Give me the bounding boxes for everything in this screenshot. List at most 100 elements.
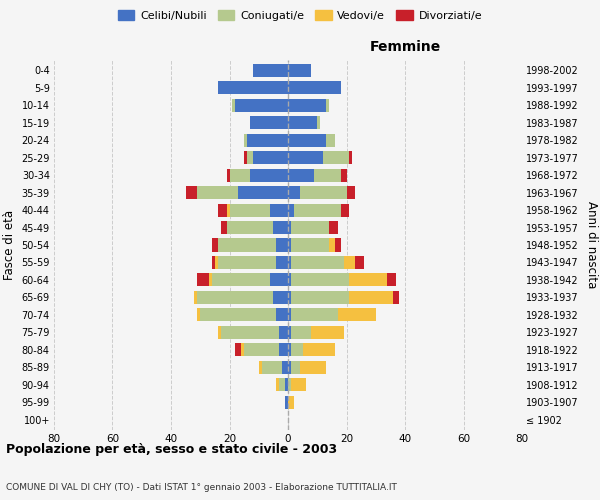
Bar bbox=[326, 99, 329, 112]
Bar bbox=[218, 82, 288, 94]
Bar bbox=[344, 256, 355, 269]
Bar bbox=[317, 116, 320, 130]
Bar bbox=[285, 378, 288, 391]
Bar bbox=[288, 116, 317, 130]
Bar bbox=[288, 221, 291, 234]
Bar bbox=[241, 343, 244, 356]
Bar bbox=[221, 221, 227, 234]
Bar bbox=[227, 221, 274, 234]
Bar bbox=[277, 238, 288, 252]
Bar bbox=[302, 343, 335, 356]
Bar bbox=[329, 238, 335, 252]
Bar bbox=[244, 151, 247, 164]
Bar bbox=[235, 343, 241, 356]
Bar bbox=[300, 360, 326, 374]
Bar bbox=[291, 238, 329, 252]
Bar bbox=[185, 186, 197, 199]
Bar bbox=[288, 204, 294, 216]
Bar bbox=[209, 274, 212, 286]
Bar bbox=[253, 64, 288, 77]
Bar bbox=[227, 168, 229, 181]
Bar bbox=[288, 238, 291, 252]
Bar bbox=[271, 274, 288, 286]
Bar bbox=[279, 343, 288, 356]
Y-axis label: Anni di nascita: Anni di nascita bbox=[586, 202, 598, 288]
Bar bbox=[271, 204, 288, 216]
Bar bbox=[274, 221, 288, 234]
Bar bbox=[291, 326, 311, 339]
Bar bbox=[288, 186, 300, 199]
Bar bbox=[238, 186, 288, 199]
Bar bbox=[212, 238, 218, 252]
Bar bbox=[291, 308, 338, 322]
Bar bbox=[288, 326, 291, 339]
Bar bbox=[218, 204, 227, 216]
Bar bbox=[218, 326, 221, 339]
Bar bbox=[277, 308, 288, 322]
Bar bbox=[277, 378, 279, 391]
Bar bbox=[215, 256, 218, 269]
Bar bbox=[291, 343, 302, 356]
Bar bbox=[288, 151, 323, 164]
Bar bbox=[197, 291, 274, 304]
Bar bbox=[341, 204, 349, 216]
Bar bbox=[291, 256, 344, 269]
Bar bbox=[291, 221, 329, 234]
Bar bbox=[338, 308, 376, 322]
Bar bbox=[288, 343, 291, 356]
Bar bbox=[247, 151, 253, 164]
Bar bbox=[388, 274, 396, 286]
Bar bbox=[227, 204, 229, 216]
Text: COMUNE DI VAL DI CHY (TO) - Dati ISTAT 1° gennaio 2003 - Elaborazione TUTTITALIA: COMUNE DI VAL DI CHY (TO) - Dati ISTAT 1… bbox=[6, 483, 397, 492]
Bar bbox=[277, 256, 288, 269]
Bar bbox=[212, 274, 271, 286]
Bar bbox=[329, 221, 338, 234]
Bar bbox=[235, 99, 288, 112]
Bar bbox=[253, 151, 288, 164]
Text: Popolazione per età, sesso e stato civile - 2003: Popolazione per età, sesso e stato civil… bbox=[6, 442, 337, 456]
Bar bbox=[200, 308, 277, 322]
Bar bbox=[311, 326, 344, 339]
Legend: Celibi/Nubili, Coniugati/e, Vedovi/e, Divorziati/e: Celibi/Nubili, Coniugati/e, Vedovi/e, Di… bbox=[113, 6, 487, 25]
Bar bbox=[291, 378, 305, 391]
Bar bbox=[335, 238, 341, 252]
Bar bbox=[279, 326, 288, 339]
Bar bbox=[218, 256, 277, 269]
Bar bbox=[288, 99, 326, 112]
Bar bbox=[291, 291, 349, 304]
Bar bbox=[197, 274, 209, 286]
Bar bbox=[285, 396, 288, 408]
Bar bbox=[347, 186, 355, 199]
Bar bbox=[355, 256, 364, 269]
Bar bbox=[221, 326, 279, 339]
Bar bbox=[314, 168, 341, 181]
Bar bbox=[247, 134, 288, 147]
Bar bbox=[349, 291, 394, 304]
Bar bbox=[288, 82, 341, 94]
Bar bbox=[288, 168, 314, 181]
Bar bbox=[244, 343, 279, 356]
Bar bbox=[288, 134, 326, 147]
Bar bbox=[349, 274, 388, 286]
Bar bbox=[212, 256, 215, 269]
Bar bbox=[288, 64, 311, 77]
Bar bbox=[394, 291, 399, 304]
Bar bbox=[229, 168, 250, 181]
Bar bbox=[323, 151, 349, 164]
Bar bbox=[294, 204, 341, 216]
Bar bbox=[291, 274, 349, 286]
Bar bbox=[349, 151, 352, 164]
Bar bbox=[274, 291, 288, 304]
Bar bbox=[288, 378, 291, 391]
Bar bbox=[288, 396, 294, 408]
Bar bbox=[288, 256, 291, 269]
Bar bbox=[279, 378, 285, 391]
Bar bbox=[197, 186, 238, 199]
Bar bbox=[244, 134, 247, 147]
Bar bbox=[288, 291, 291, 304]
Bar bbox=[282, 360, 288, 374]
Text: Femmine: Femmine bbox=[370, 40, 440, 54]
Bar bbox=[250, 168, 288, 181]
Bar bbox=[229, 204, 271, 216]
Bar bbox=[232, 99, 235, 112]
